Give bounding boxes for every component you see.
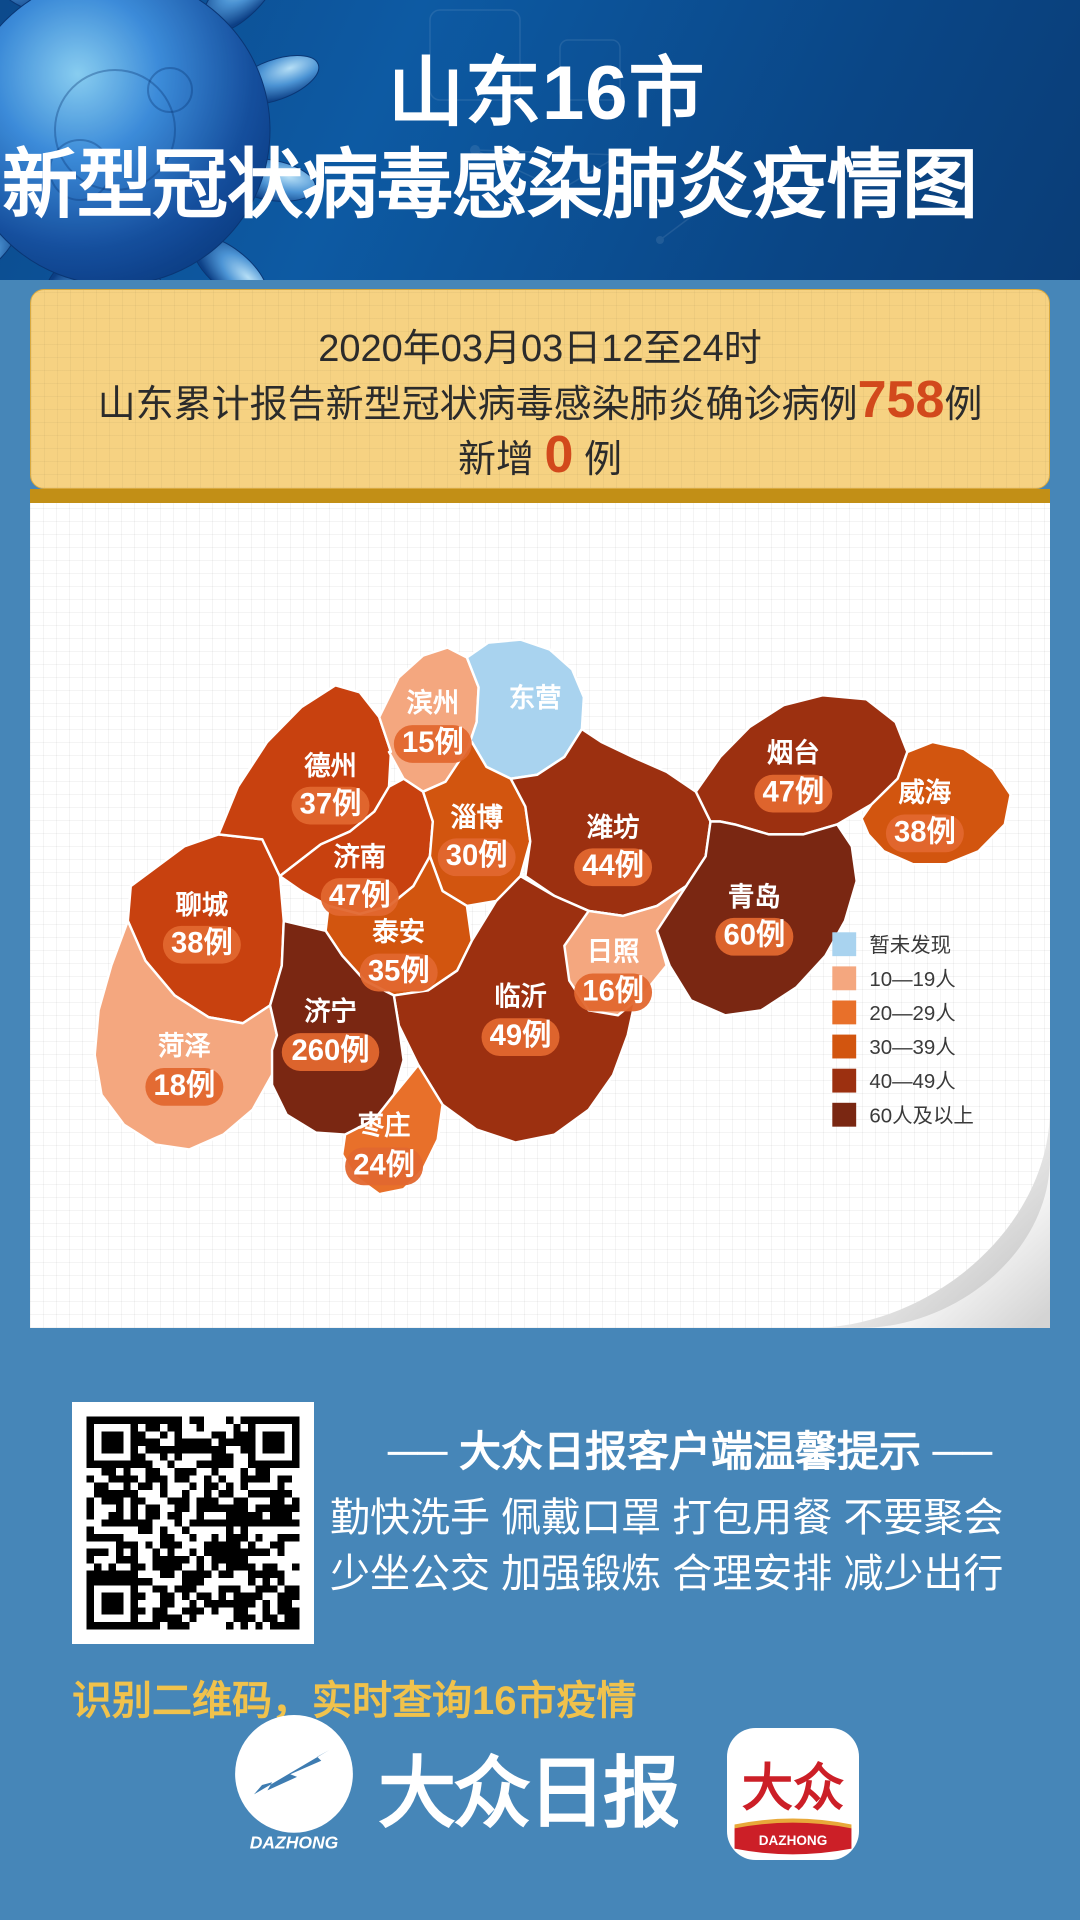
- svg-text:聊城: 聊城: [176, 890, 229, 920]
- svg-text:潍坊: 潍坊: [587, 812, 640, 842]
- svg-text:35例: 35例: [368, 954, 430, 987]
- svg-text:16例: 16例: [582, 974, 644, 1007]
- svg-text:德州: 德州: [304, 751, 357, 781]
- svg-text:大众日报: 大众日报: [378, 1749, 678, 1837]
- svg-text:10—19人: 10—19人: [869, 968, 955, 991]
- svg-text:37例: 37例: [300, 787, 362, 820]
- svg-text:菏泽: 菏泽: [158, 1031, 211, 1061]
- svg-text:DAZHONG: DAZHONG: [759, 1833, 828, 1848]
- svg-text:淄博: 淄博: [450, 802, 503, 832]
- svg-text:烟台: 烟台: [767, 738, 820, 768]
- svg-text:滨州: 滨州: [407, 688, 460, 718]
- svg-text:DAZHONG: DAZHONG: [250, 1832, 339, 1852]
- svg-text:30例: 30例: [446, 839, 508, 872]
- svg-text:泰安: 泰安: [371, 917, 425, 947]
- svg-text:威海: 威海: [899, 777, 952, 807]
- svg-text:18例: 18例: [153, 1069, 215, 1102]
- svg-text:济南: 济南: [333, 842, 386, 872]
- svg-text:暂未发现: 暂未发现: [869, 934, 951, 957]
- svg-text:49例: 49例: [490, 1019, 552, 1052]
- svg-text:15例: 15例: [402, 726, 464, 759]
- svg-text:临沂: 临沂: [494, 981, 547, 1011]
- svg-text:20—29人: 20—29人: [869, 1002, 955, 1025]
- svg-text:青岛: 青岛: [728, 882, 781, 912]
- svg-text:44例: 44例: [582, 849, 644, 882]
- svg-text:38例: 38例: [171, 926, 233, 959]
- svg-text:260例: 260例: [292, 1034, 370, 1067]
- svg-text:47例: 47例: [329, 879, 391, 912]
- svg-text:枣庄: 枣庄: [357, 1110, 411, 1140]
- svg-text:24例: 24例: [353, 1148, 415, 1181]
- svg-text:日照: 日照: [587, 936, 640, 966]
- svg-text:60例: 60例: [723, 918, 785, 951]
- svg-text:东营: 东营: [509, 683, 562, 713]
- svg-text:38例: 38例: [894, 815, 956, 848]
- svg-text:济宁: 济宁: [304, 996, 357, 1026]
- svg-text:47例: 47例: [762, 775, 824, 808]
- svg-text:大众: 大众: [742, 1760, 845, 1817]
